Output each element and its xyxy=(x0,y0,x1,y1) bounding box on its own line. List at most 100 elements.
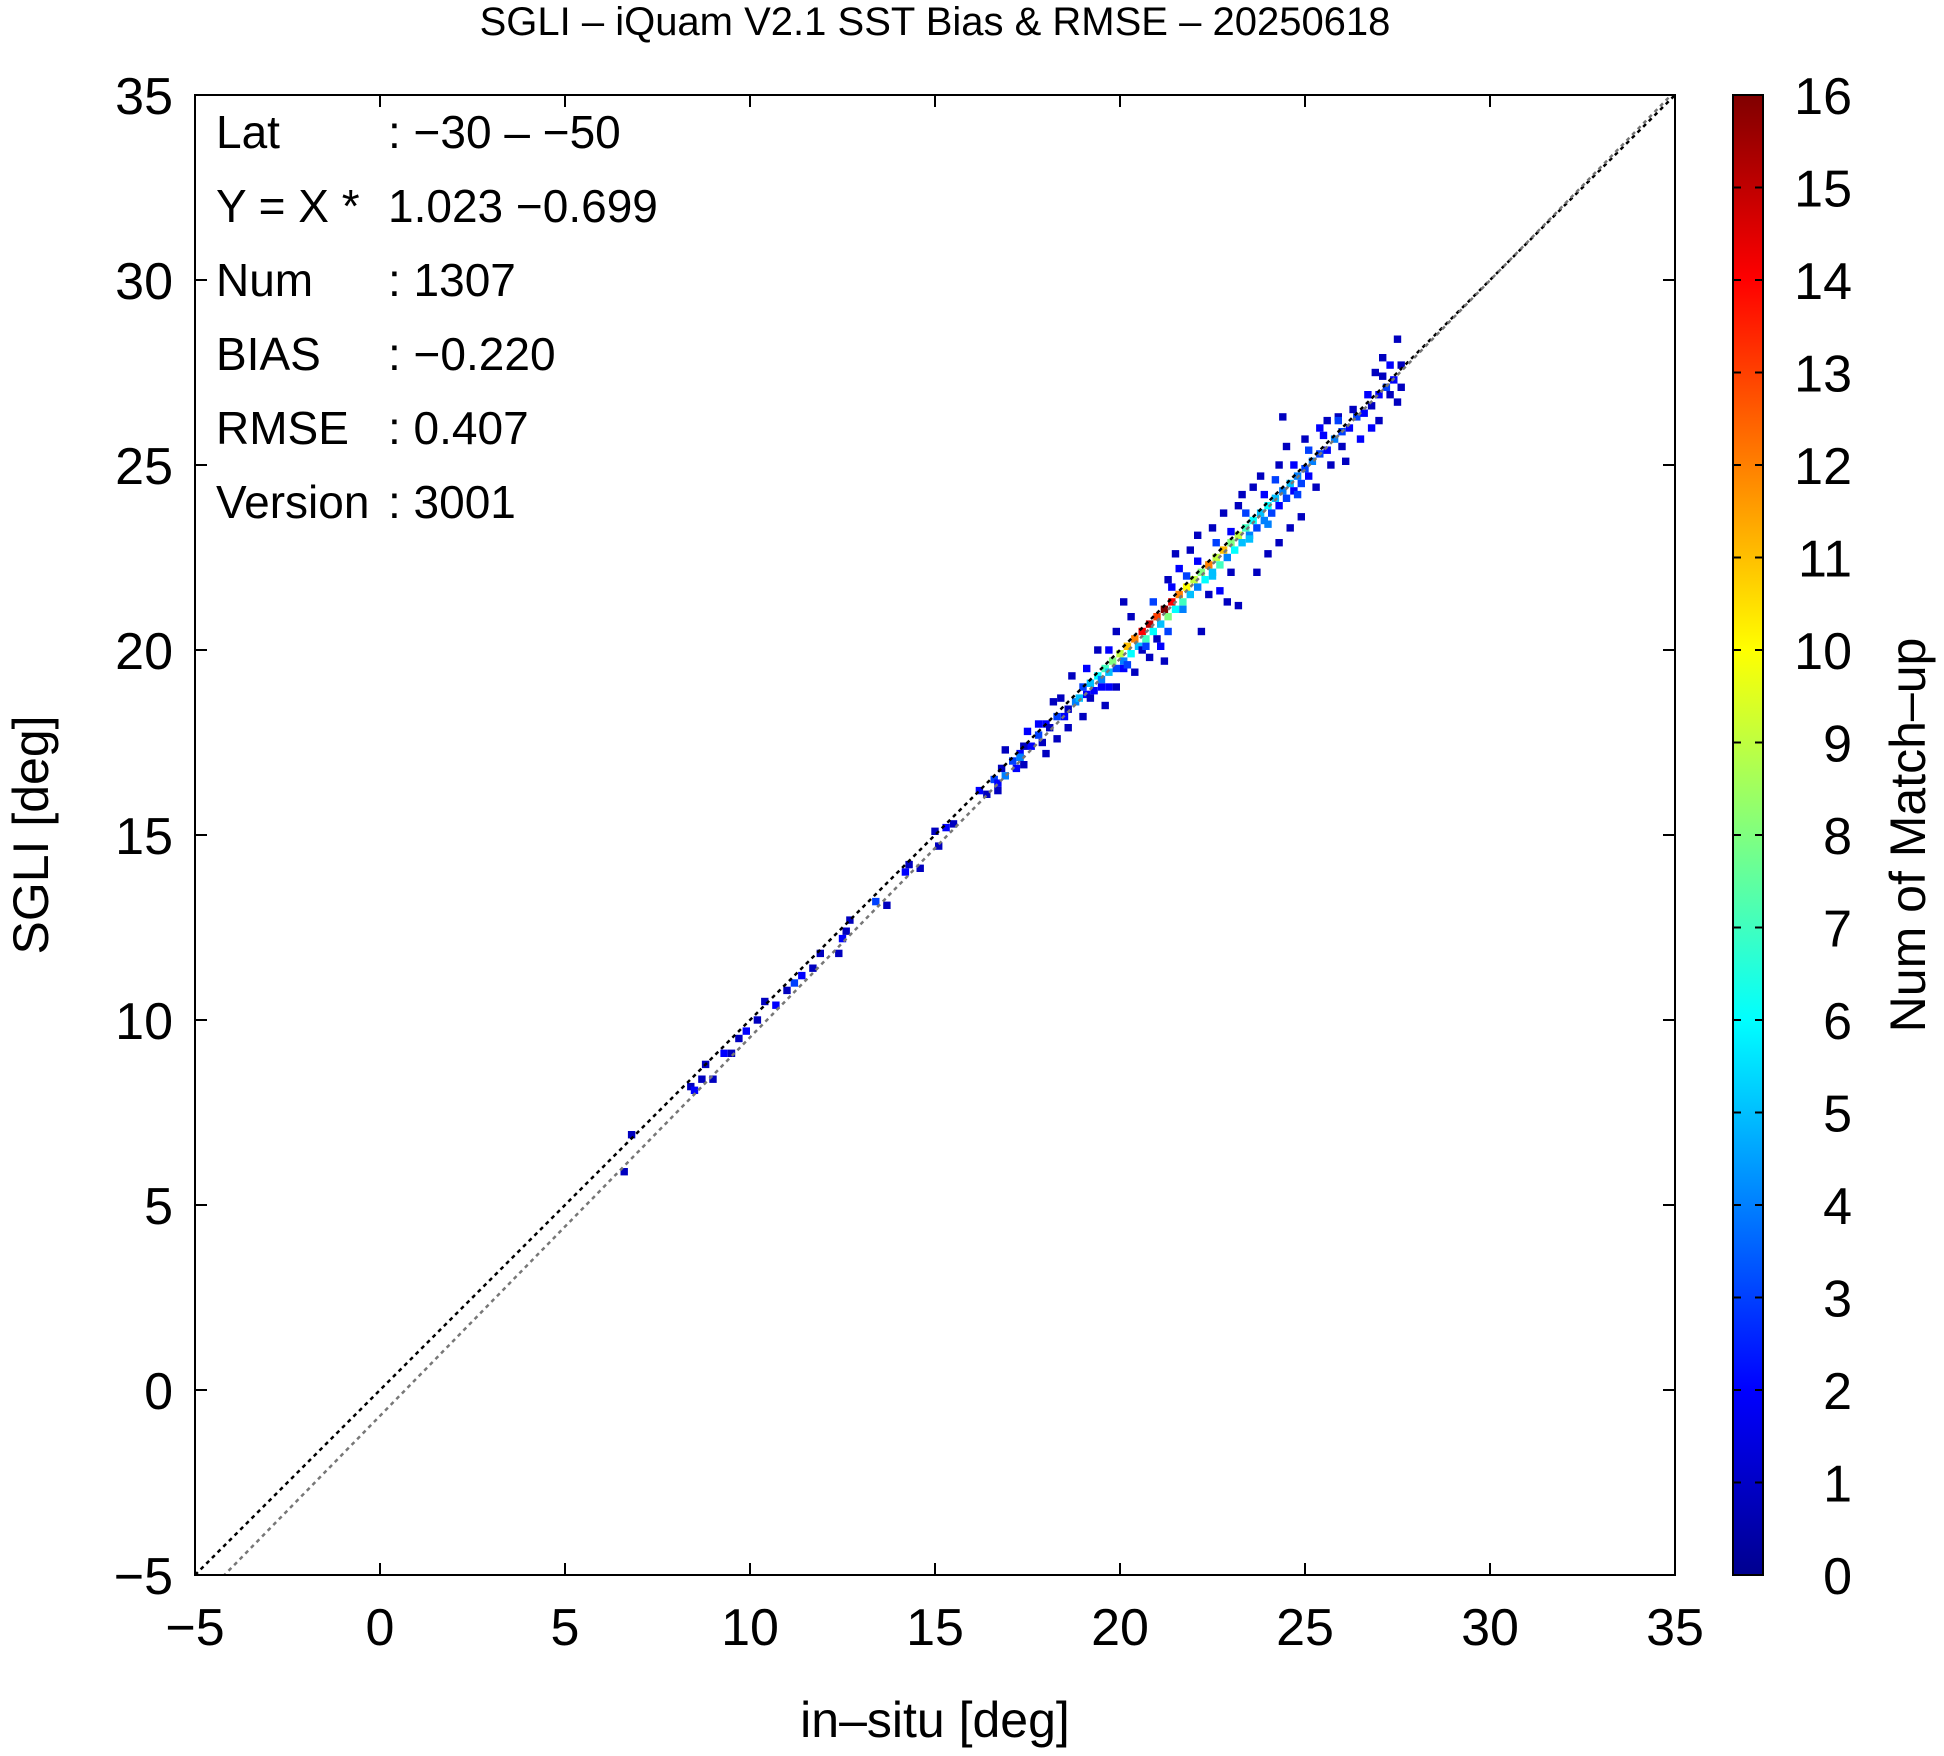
heatmap-cell xyxy=(1123,661,1132,669)
x-tick-label: 10 xyxy=(721,1599,779,1657)
stats-value: : 3001 xyxy=(388,476,516,528)
heatmap-cell xyxy=(1330,435,1339,443)
heatmap-cell xyxy=(1256,509,1265,517)
colorbar-tick-label: 9 xyxy=(1823,716,1852,774)
heatmap-cell xyxy=(1145,620,1154,628)
heatmap-cell xyxy=(1120,598,1128,606)
heatmap-cell xyxy=(1157,642,1165,650)
heatmap-cell xyxy=(1009,757,1017,765)
heatmap-cell xyxy=(1219,546,1228,554)
heatmap-cell xyxy=(1182,572,1191,580)
heatmap-cell xyxy=(698,1075,706,1083)
heatmap-cell xyxy=(1112,627,1120,636)
heatmap-cell xyxy=(1323,446,1331,454)
heatmap-cell xyxy=(1053,712,1061,721)
heatmap-cell xyxy=(942,823,950,832)
heatmap-cell xyxy=(1216,561,1224,569)
stats-key: Y = X * xyxy=(216,180,360,232)
heatmap-cell xyxy=(1249,483,1257,491)
stats-value: : 1307 xyxy=(388,254,516,306)
heatmap-cell xyxy=(916,864,924,872)
heatmap-cell xyxy=(772,1001,780,1009)
heatmap-cell xyxy=(1057,694,1065,702)
heatmap-cell xyxy=(735,1034,743,1043)
heatmap-cell xyxy=(1168,583,1176,591)
heatmap-cell xyxy=(931,827,939,835)
heatmap-cell xyxy=(1245,535,1254,543)
heatmap-cell xyxy=(1090,687,1098,695)
heatmap-cell xyxy=(1264,520,1272,528)
stats-key: BIAS xyxy=(216,328,321,380)
y-tick-label: 20 xyxy=(115,623,173,681)
heatmap-cell xyxy=(1275,539,1283,547)
heatmap-cell xyxy=(1012,764,1021,773)
x-tick-label: 35 xyxy=(1646,1599,1704,1657)
heatmap-cell xyxy=(1397,383,1405,391)
heatmap-cell xyxy=(1234,502,1243,510)
colorbar-tick-label: 13 xyxy=(1794,346,1852,404)
heatmap-cell xyxy=(1079,683,1087,691)
y-tick-label: 10 xyxy=(115,993,173,1051)
heatmap-cell xyxy=(1386,361,1394,369)
heatmap-cell xyxy=(1160,657,1169,665)
heatmap-cell xyxy=(1253,524,1261,532)
heatmap-cell xyxy=(690,1086,699,1094)
colorbar-tick-label: 4 xyxy=(1823,1178,1852,1236)
heatmap-cell xyxy=(1327,461,1335,469)
heatmap-cell xyxy=(1264,550,1272,558)
heatmap-cell xyxy=(994,786,1002,795)
heatmap-cell xyxy=(1227,539,1235,547)
heatmap-cell xyxy=(838,934,847,943)
heatmap-cell xyxy=(1238,539,1246,547)
x-axis: −5 0 5 10 15 20 25 30 35 xyxy=(165,95,1704,1657)
heatmap-cell xyxy=(1171,605,1180,613)
heatmap-cell xyxy=(1275,502,1283,510)
y-tick-label: 15 xyxy=(115,808,173,866)
heatmap-cell xyxy=(1116,650,1124,658)
heatmap-cell xyxy=(1164,613,1172,621)
heatmap-cell xyxy=(1001,772,1009,780)
heatmap-cell xyxy=(620,1168,628,1176)
heatmap-cell xyxy=(1138,627,1146,636)
heatmap-cell xyxy=(1046,724,1054,732)
stats-box: Lat: −30 – −50 Y = X * 1.023 −0.699 Num: 1… xyxy=(216,106,658,528)
heatmap-cell xyxy=(1234,601,1243,610)
heatmap-cell xyxy=(1260,490,1268,499)
y-tick-label: 5 xyxy=(144,1178,173,1236)
heatmap-cell xyxy=(1034,731,1043,739)
heatmap-cell xyxy=(816,949,824,958)
heatmap-cell xyxy=(1319,431,1328,440)
heatmap-cell xyxy=(983,790,991,798)
heatmap-cell xyxy=(790,979,799,987)
colorbar-tick-label: 12 xyxy=(1794,438,1852,496)
heatmap-cell xyxy=(1212,539,1220,547)
heatmap-cell xyxy=(1175,590,1183,599)
heatmap-cell xyxy=(1186,546,1194,554)
stats-value: : −30 – −50 xyxy=(388,106,621,158)
colorbar-tick-label: 14 xyxy=(1794,253,1852,311)
heatmap-cell xyxy=(753,1016,762,1024)
heatmap-cell xyxy=(1142,642,1150,650)
heatmap-cell xyxy=(1112,683,1120,691)
chart-title: SGLI – iQuam V2.1 SST Bias & RMSE – 2025… xyxy=(480,0,1391,44)
heatmap-cell xyxy=(1242,524,1250,532)
x-tick-label: 30 xyxy=(1461,1599,1519,1657)
heatmap-cell xyxy=(1157,620,1165,628)
heatmap-cell xyxy=(1249,516,1257,525)
heatmap-cell xyxy=(1286,479,1294,488)
colorbar-tick-label: 6 xyxy=(1823,993,1852,1051)
heatmap-cell xyxy=(1342,457,1350,465)
heatmap-cell xyxy=(1371,368,1379,377)
colorbar-tick-label: 0 xyxy=(1823,1548,1852,1606)
heatmap-cell xyxy=(901,868,910,876)
heatmap-cell xyxy=(1034,720,1043,728)
heatmap-cell xyxy=(1171,550,1180,558)
heatmap-cell xyxy=(1382,383,1391,391)
heatmap-cell xyxy=(1201,576,1209,584)
heatmap-cell xyxy=(1282,442,1291,451)
heatmap-cell xyxy=(1238,490,1246,499)
colorbar-label: Num of Match–up xyxy=(1880,638,1936,1033)
heatmap-cell xyxy=(1293,490,1302,499)
heatmap-cell xyxy=(742,1027,750,1035)
colorbar-tick-label: 11 xyxy=(1798,531,1852,589)
